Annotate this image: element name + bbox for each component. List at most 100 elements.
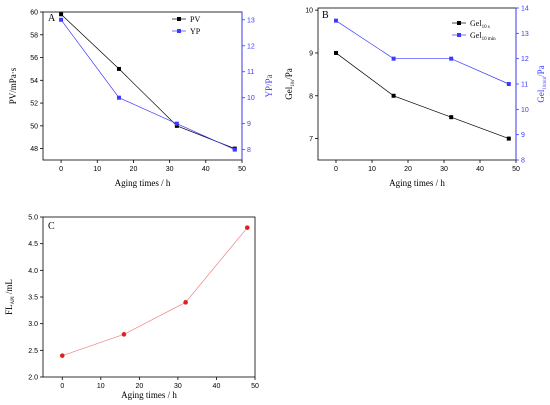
x-axis-label: Aging times / h (115, 178, 171, 188)
x-tick-label: 0 (59, 166, 63, 173)
y-tick-label-left: 7 (309, 136, 313, 143)
data-point (116, 95, 121, 100)
data-point (59, 17, 64, 22)
x-tick-label: 30 (166, 166, 174, 173)
y-tick-label-left: 52 (30, 101, 38, 108)
y-tick-label-right: 12 (247, 43, 255, 50)
legend-label: PV (190, 15, 200, 24)
y-tick-label-right: 11 (521, 82, 528, 89)
y-axis-label-right-group: YP/Pa (264, 74, 274, 97)
x-tick-label: 10 (368, 166, 376, 173)
x-tick-label: 20 (130, 166, 138, 173)
plot-frame (42, 216, 256, 378)
legend-label: Gel10 s (470, 19, 490, 30)
y-axis-label-left-group: Gel10s/Pa (284, 68, 296, 99)
x-tick-label: 0 (334, 166, 338, 173)
y-axis-label-left-group: PV/mPa·s (8, 67, 18, 104)
x-tick-label: 30 (440, 166, 448, 173)
y-axis-label-left-tail: /Pa (284, 68, 294, 80)
data-point (121, 332, 127, 337)
x-axis-label: Aging times / h (389, 178, 445, 188)
data-point (334, 50, 338, 55)
y-axis-label-left-sub: 10s (291, 80, 296, 87)
legend-label: Gel10 min (470, 31, 496, 42)
plot-frame (42, 11, 243, 161)
x-tick-label: 10 (97, 383, 105, 390)
x-tick-label: 10 (93, 166, 101, 173)
y-axis-label-left-main: Gel (284, 86, 294, 99)
y-axis-label-right-group: Gel10min/Pa (536, 65, 548, 102)
data-point (59, 353, 65, 358)
plot-frame (317, 7, 517, 161)
data-point (174, 123, 179, 128)
y-tick-label-right: 10 (521, 107, 529, 114)
x-axis-label: Aging times / h (121, 390, 177, 400)
y-tick-label-right: 9 (521, 132, 525, 139)
y-tick-label-left: 58 (30, 32, 38, 39)
chart-panel-A: 0 10 20 30 40 50 Aging times / h 48 50 52 54 56 58 60… (8, 10, 274, 189)
x-tick-label: 30 (174, 383, 182, 390)
y-tick-label-right: 13 (247, 17, 255, 24)
y-tick-label-left: 2.5 (28, 348, 38, 355)
chart-panel-C: 0 10 20 30 40 50 Aging times / h 2.0 2.5 3.0 3.5 4.… (4, 215, 259, 401)
data-point (244, 225, 250, 230)
series-line (62, 227, 248, 356)
data-point (116, 66, 121, 71)
y-tick-label-left: 4.5 (28, 241, 38, 248)
y-axis-label-right-main: Gel (536, 89, 546, 102)
y-tick-label-left: 54 (30, 78, 38, 85)
y-axis-label-left-group: FLAPI /mL (4, 279, 16, 315)
data-point (449, 56, 454, 61)
y-tick-label-left: 3.0 (28, 321, 38, 328)
x-tick-label: 20 (135, 383, 143, 390)
legend-label-main: Gel (470, 31, 482, 40)
x-tick-label: 40 (202, 166, 210, 173)
x-tick-label: 40 (213, 383, 221, 390)
data-point (449, 115, 454, 120)
series-line (60, 19, 235, 150)
legend-label-sub: 10 s (482, 25, 490, 30)
legend-marker (457, 33, 461, 37)
data-point (334, 18, 338, 23)
y-axis-label-right: YP/Pa (264, 74, 274, 97)
data-point (183, 300, 188, 305)
x-tick-label: 20 (404, 166, 412, 173)
panel-letter: A (48, 13, 56, 24)
y-tick-label-right: 10 (247, 95, 255, 102)
y-tick-label-right: 11 (247, 69, 254, 76)
x-tick-label: 0 (60, 383, 64, 390)
y-tick-label-left: 9 (309, 50, 313, 57)
data-point (506, 136, 511, 141)
x-tick-label: 50 (238, 166, 246, 173)
data-point (232, 147, 237, 152)
y-tick-label-left: 48 (30, 146, 38, 153)
panel-letter: C (48, 221, 55, 232)
y-tick-label-left: 8 (309, 93, 313, 100)
legend-label-main: Gel (470, 19, 482, 28)
y-axis-label-left-sub: API (11, 296, 16, 304)
y-tick-label-left: 50 (30, 123, 38, 130)
y-tick-label-left: 60 (30, 10, 38, 17)
y-axis-label-left: PV/mPa·s (8, 67, 18, 104)
legend-marker (457, 21, 461, 25)
x-tick-label: 50 (251, 383, 259, 390)
legend-marker (177, 29, 181, 33)
legend-marker (177, 17, 181, 21)
data-point (506, 82, 511, 86)
y-axis-label-right-tail: /Pa (536, 65, 546, 77)
x-tick-label: 40 (476, 166, 484, 173)
legend-label: YP (190, 27, 201, 36)
y-tick-label-right: 8 (247, 147, 251, 154)
panel-letter: B (322, 10, 329, 21)
y-tick-label-left: 10 (305, 8, 313, 15)
data-point (174, 121, 179, 126)
series-line (60, 14, 235, 149)
x-tick-label: 50 (512, 166, 520, 173)
y-axis-label-left: FLAPI /mL (4, 279, 16, 315)
y-tick-label-left: 56 (30, 55, 38, 62)
series-line (335, 20, 509, 85)
y-axis-label-left-tail: /mL (4, 279, 14, 296)
y-tick-label-left: 5.0 (28, 215, 38, 222)
